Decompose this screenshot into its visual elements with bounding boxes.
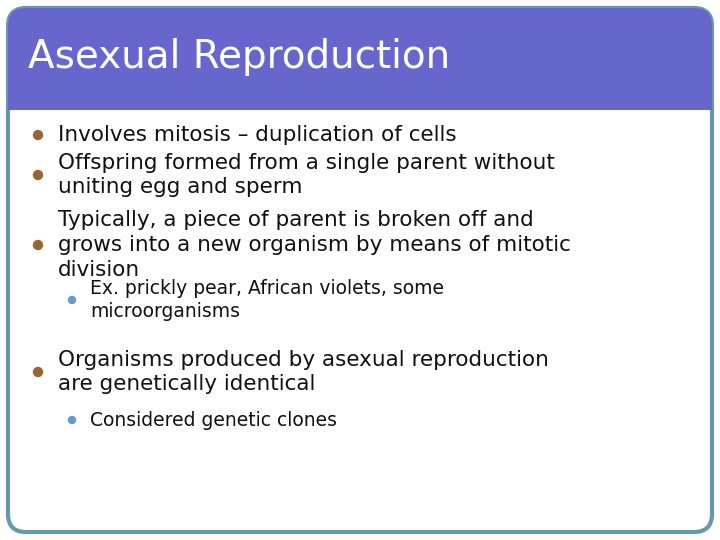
Text: Organisms produced by asexual reproduction
are genetically identical: Organisms produced by asexual reproducti…	[58, 349, 549, 394]
FancyBboxPatch shape	[8, 8, 712, 532]
Text: Offspring formed from a single parent without
uniting egg and sperm: Offspring formed from a single parent wi…	[58, 153, 555, 198]
Text: Involves mitosis – duplication of cells: Involves mitosis – duplication of cells	[58, 125, 456, 145]
Bar	[8, 90, 712, 110]
Text: Typically, a piece of parent is broken off and
grows into a new organism by mean: Typically, a piece of parent is broken o…	[58, 210, 571, 280]
Circle shape	[68, 296, 76, 303]
Circle shape	[34, 240, 42, 249]
FancyBboxPatch shape	[8, 8, 712, 110]
Circle shape	[68, 416, 76, 423]
Text: Considered genetic clones: Considered genetic clones	[90, 410, 337, 429]
Circle shape	[34, 368, 42, 376]
Text: Asexual Reproduction: Asexual Reproduction	[28, 38, 450, 76]
Circle shape	[34, 171, 42, 179]
Text: Ex. prickly pear, African violets, some
microorganisms: Ex. prickly pear, African violets, some …	[90, 279, 444, 321]
Circle shape	[34, 131, 42, 139]
